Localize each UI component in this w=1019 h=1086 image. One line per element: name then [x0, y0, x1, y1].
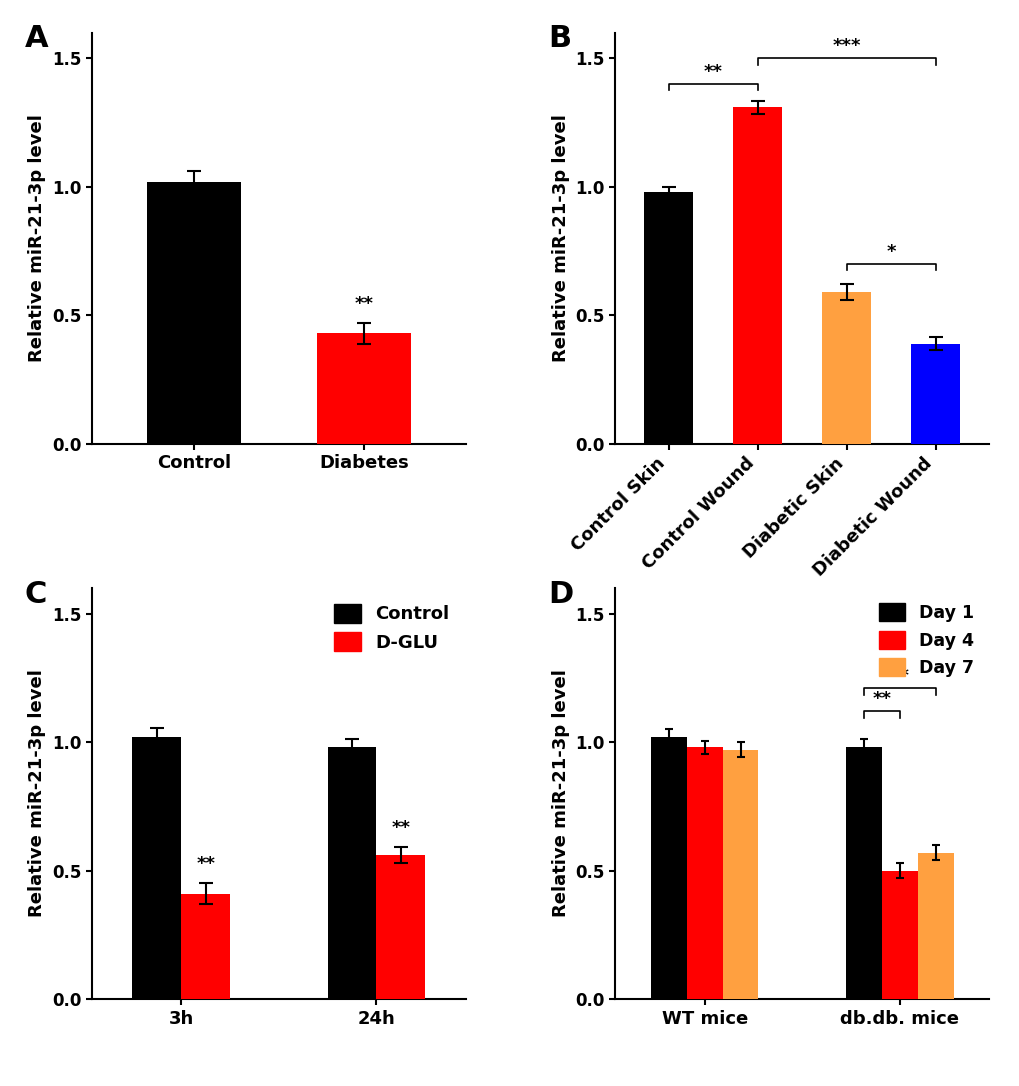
- Y-axis label: Relative miR-21-3p level: Relative miR-21-3p level: [551, 114, 570, 362]
- Bar: [376, 855, 425, 999]
- Text: *: *: [886, 243, 896, 261]
- Bar: [686, 747, 722, 999]
- Text: **: **: [871, 690, 891, 708]
- Bar: [917, 853, 953, 999]
- Bar: [132, 737, 181, 999]
- Bar: [722, 749, 758, 999]
- Bar: [327, 747, 376, 999]
- Bar: [147, 181, 240, 444]
- Bar: [181, 894, 230, 999]
- Legend: Day 1, Day 4, Day 7: Day 1, Day 4, Day 7: [871, 596, 979, 684]
- Legend: Control, D-GLU: Control, D-GLU: [326, 597, 457, 659]
- Y-axis label: Relative miR-21-3p level: Relative miR-21-3p level: [29, 114, 47, 362]
- Text: D: D: [547, 580, 573, 608]
- Text: C: C: [24, 580, 47, 608]
- Y-axis label: Relative miR-21-3p level: Relative miR-21-3p level: [551, 670, 570, 918]
- Text: B: B: [547, 24, 571, 53]
- Bar: [644, 192, 693, 444]
- Bar: [733, 108, 782, 444]
- Bar: [846, 747, 881, 999]
- Y-axis label: Relative miR-21-3p level: Relative miR-21-3p level: [29, 670, 47, 918]
- Bar: [821, 292, 870, 444]
- Bar: [650, 737, 686, 999]
- Text: **: **: [196, 855, 215, 873]
- Text: **: **: [391, 819, 410, 837]
- Bar: [881, 871, 917, 999]
- Bar: [911, 343, 960, 444]
- Text: **: **: [890, 667, 909, 685]
- Text: **: **: [354, 294, 373, 313]
- Text: A: A: [24, 24, 48, 53]
- Bar: [317, 333, 410, 444]
- Text: **: **: [703, 63, 722, 80]
- Text: ***: ***: [832, 37, 860, 55]
